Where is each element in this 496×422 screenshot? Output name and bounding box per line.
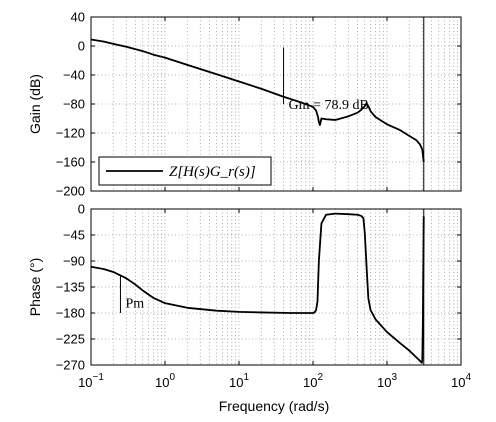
gain-y-tick-label: 40: [71, 10, 85, 25]
gain-margin-annotation: Gm = 78.9 dB: [289, 98, 369, 113]
gain-y-tick-label: 0: [78, 39, 85, 54]
phase-y-tick-label: 0: [78, 202, 85, 217]
x-axis-ticks: 10−1 100 101 102 103 104: [78, 372, 471, 390]
phase-y-tick-label: −270: [56, 358, 85, 373]
x-tick-label: 103: [377, 372, 397, 390]
phase-grid: [91, 209, 461, 365]
phase-y-tick-label: −225: [56, 332, 85, 347]
phase-y-tick-label: −45: [63, 228, 85, 243]
gain-y-tick-label: −120: [56, 126, 85, 141]
x-tick-label: 100: [155, 372, 175, 390]
gain-annotations: Gm = 78.9 dB: [283, 47, 369, 113]
x-tick-label: 10−1: [78, 372, 104, 390]
phase-panel: 0 −45 −90 −135 −180 −225 −270 10−1 100 101 102 103…: [27, 202, 471, 415]
phase-series-line: [90, 212, 425, 364]
phase-series: [90, 209, 425, 365]
gain-panel: 40 0 −40 −80 −120 −160 −200 Gm = 78.9 dB Gain …: [27, 10, 462, 199]
gain-y-tick-label: −40: [63, 68, 85, 83]
gain-y-tick-label: −80: [63, 97, 85, 112]
phase-plot-frame: [90, 208, 462, 366]
phase-y-axis-label: Phase (°): [27, 258, 43, 317]
phase-margin-annotation: Pm: [125, 297, 144, 312]
x-tick-label: 102: [303, 372, 323, 390]
legend-label: Z[H(s)G_r(s)]: [169, 164, 256, 180]
x-axis-label: Frequency (rad/s): [219, 398, 329, 414]
x-tick-label: 101: [229, 372, 249, 390]
phase-y-tick-label: −180: [56, 306, 85, 321]
gain-grid: [91, 17, 461, 191]
x-tick-label: 104: [451, 372, 471, 390]
gain-legend: Z[H(s)G_r(s)]: [98, 156, 272, 186]
gain-y-tick-label: −200: [56, 184, 85, 199]
phase-y-tick-label: −90: [63, 254, 85, 269]
phase-y-tick-label: −135: [56, 280, 85, 295]
gain-plot-frame: [90, 16, 462, 192]
phase-annotations: Pm: [119, 275, 144, 313]
gain-series: [90, 17, 425, 191]
gain-y-axis-label: Gain (dB): [27, 74, 43, 134]
phase-y-ticks: 0 −45 −90 −135 −180 −225 −270: [56, 202, 462, 373]
gain-y-ticks: 40 0 −40 −80 −120 −160 −200: [56, 10, 462, 199]
gain-series-line: [90, 38, 425, 163]
gain-y-tick-label: −160: [56, 155, 85, 170]
